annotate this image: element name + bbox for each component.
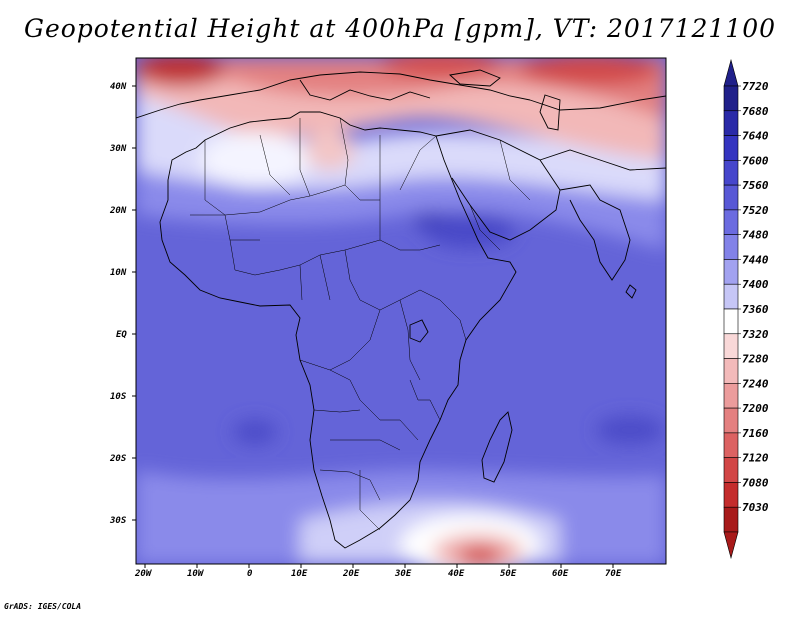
colorbar-swatch (723, 184, 739, 211)
colorbar-label: 7200 (742, 402, 769, 415)
lat-label-20n: 20N (109, 206, 127, 216)
lon-label-0: 0 (247, 569, 253, 579)
lat-label-30s: 30S (109, 516, 127, 526)
colorbar-label: 7560 (742, 179, 769, 192)
lat-label-30n: 30N (109, 144, 127, 154)
colorbar-swatch (723, 209, 739, 235)
colorbar-swatch (723, 160, 739, 186)
colorbar-swatch (723, 482, 739, 508)
lat-label-eq: EQ (116, 330, 127, 340)
colorbar-label: 7160 (742, 427, 769, 440)
colorbar-swatch (723, 308, 739, 335)
colorbar-label: 7080 (742, 476, 769, 489)
lon-label-30e: 30E (394, 569, 412, 579)
map-frame (135, 57, 667, 565)
colorbar-swatch (723, 135, 739, 161)
colorbar-swatch (723, 110, 739, 136)
map-title: Geopotential Height at 400hPa [gpm], VT:… (23, 14, 777, 43)
colorbar-swatch (723, 234, 739, 260)
colorbar-swatch (723, 358, 739, 384)
colorbar-label: 7030 (742, 501, 769, 514)
lat-label-10s: 10S (110, 392, 127, 402)
colorbar-label: 7320 (742, 328, 769, 341)
colorbar-swatch (723, 383, 739, 409)
lon-label-20e: 20E (342, 569, 360, 579)
colorbar-swatch (723, 283, 739, 310)
colorbar-swatch (723, 259, 739, 285)
colorbar-swatch (723, 457, 739, 483)
colorbar-arrow-top (723, 58, 739, 87)
colorbar-label: 7440 (742, 253, 769, 266)
colorbar-label: 7640 (742, 130, 769, 143)
colorbar-label: 7400 (742, 278, 769, 291)
lon-label-60e: 60E (552, 569, 569, 579)
colorbar-label: 7600 (742, 154, 769, 167)
lat-label-40n: 40N (110, 82, 127, 92)
footer-credit: GrADS: IGES/COLA (4, 602, 82, 611)
lon-label-50e: 50E (500, 569, 517, 579)
latitude-labels: 40N 30N 20N 10N EQ 10S 20S 30S (109, 82, 127, 526)
colorbar: 7720 7680 7640 7600 7560 7520 7480 7440 7400 7360… (723, 58, 769, 560)
country-borders (190, 117, 531, 531)
colorbar-swatch (723, 85, 739, 112)
lon-label-20w: 20W (134, 569, 153, 579)
colorbar-swatch (723, 506, 739, 533)
colorbar-label: 7280 (742, 353, 769, 366)
colorbar-label: 7720 (742, 80, 769, 93)
lon-label-40e: 40E (448, 569, 465, 579)
lon-label-10e: 10E (291, 569, 308, 579)
colorbar-swatch (723, 432, 739, 458)
colorbar-label: 7120 (742, 452, 769, 465)
longitude-labels: 20W 10W 0 10E 20E 30E 40E 50E 60E 70E (134, 569, 622, 579)
lon-ticks (144, 564, 614, 568)
colorbar-label: 7480 (742, 229, 769, 242)
lat-label-10n: 10N (110, 268, 127, 278)
colorbar-label: 7520 (742, 204, 769, 217)
lat-ticks (132, 85, 136, 521)
lat-label-20s: 20S (109, 454, 127, 464)
colorbar-arrow-bottom (723, 531, 739, 560)
colorbar-label: 7360 (742, 303, 769, 316)
colorbar-swatch (723, 333, 739, 359)
colorbar-swatch (723, 407, 739, 434)
colorbar-label: 7240 (742, 377, 769, 390)
colorbar-label: 7680 (742, 105, 769, 118)
height-field (136, 58, 666, 564)
lon-label-10w: 10W (187, 569, 205, 579)
lon-label-70e: 70E (605, 569, 622, 579)
coastlines (136, 69, 666, 549)
